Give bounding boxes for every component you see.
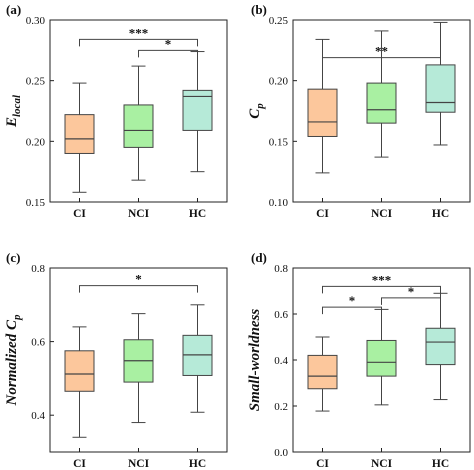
y-tick-label: 0.25 bbox=[269, 15, 289, 27]
iqr-box bbox=[366, 82, 397, 124]
x-tick-label: NCI bbox=[371, 458, 393, 470]
significance-bracket: *** bbox=[322, 272, 441, 294]
bracket-line bbox=[79, 285, 198, 293]
panel-2: (b) 0.10 0.15 0.20 0.25 Cp CI NCI HC ** bbox=[247, 2, 471, 220]
box-ci bbox=[64, 326, 95, 438]
iqr-box bbox=[366, 339, 397, 377]
significance-bracket: * bbox=[381, 284, 441, 305]
significance-label: * bbox=[165, 36, 172, 51]
y-tick-label: 0.8 bbox=[274, 263, 288, 275]
significance-label: *** bbox=[372, 272, 392, 287]
panel-label: (b) bbox=[251, 2, 267, 17]
panel-label: (a) bbox=[6, 2, 21, 17]
iqr-box bbox=[123, 104, 154, 148]
x-tick-label: NCI bbox=[371, 208, 393, 220]
iqr-box bbox=[64, 114, 95, 154]
bracket-line bbox=[79, 38, 198, 47]
y-tick-label: 0.15 bbox=[26, 197, 46, 209]
significance-bracket: * bbox=[322, 293, 382, 315]
y-tick-label: 0.15 bbox=[269, 136, 289, 148]
bracket-line bbox=[322, 306, 382, 315]
box-ci bbox=[64, 82, 95, 193]
y-axis-label: Cp bbox=[247, 103, 266, 119]
y-tick-label: 0.10 bbox=[269, 197, 289, 209]
x-tick-label: CI bbox=[73, 458, 86, 470]
x-tick-label: HC bbox=[432, 208, 449, 220]
significance-label: * bbox=[408, 284, 415, 299]
y-tick-label: 0.30 bbox=[26, 15, 46, 27]
panel-label: (d) bbox=[251, 250, 267, 265]
box-nci bbox=[366, 30, 397, 158]
y-tick-label: 0.2 bbox=[274, 401, 288, 413]
y-tick-label: 0.25 bbox=[26, 76, 46, 88]
iqr-box bbox=[182, 89, 213, 131]
bracket-line bbox=[138, 49, 198, 58]
bracket-line bbox=[322, 285, 441, 294]
x-tick-label: CI bbox=[316, 208, 329, 220]
iqr-box bbox=[425, 327, 456, 366]
significance-label: *** bbox=[129, 25, 149, 40]
iqr-box bbox=[307, 88, 338, 137]
y-tick-label: 0.20 bbox=[26, 136, 46, 148]
y-axis-label: Normalized Cp bbox=[4, 314, 23, 406]
box-nci bbox=[123, 65, 154, 181]
panel-label: (c) bbox=[6, 250, 20, 265]
y-tick-label: 0.4 bbox=[31, 410, 45, 422]
iqr-box bbox=[307, 354, 338, 390]
y-tick-label: 0.4 bbox=[274, 355, 288, 367]
y-axis-label: Elocal bbox=[4, 94, 23, 128]
x-tick-label: CI bbox=[73, 208, 86, 220]
significance-bracket: * bbox=[138, 36, 198, 58]
box-nci bbox=[123, 313, 154, 424]
significance-bracket: ** bbox=[322, 44, 441, 65]
box-ci bbox=[307, 336, 338, 412]
significance-label: * bbox=[135, 272, 142, 287]
x-tick-label: CI bbox=[316, 458, 329, 470]
y-tick-label: 0.6 bbox=[31, 337, 45, 349]
x-tick-label: NCI bbox=[128, 208, 150, 220]
significance-bracket: *** bbox=[79, 25, 198, 47]
y-tick-label: 0.8 bbox=[31, 263, 45, 275]
x-tick-label: HC bbox=[189, 458, 206, 470]
panel-3: (c) 0.4 0.6 0.8 Normalized Cp CI NCI HC * bbox=[4, 250, 228, 470]
x-tick-label: NCI bbox=[128, 458, 150, 470]
y-tick-label: 0.6 bbox=[274, 309, 288, 321]
box-hc bbox=[182, 304, 213, 413]
box-hc bbox=[425, 292, 456, 401]
box-hc bbox=[425, 21, 456, 146]
iqr-box bbox=[64, 350, 95, 392]
significance-label: * bbox=[349, 293, 356, 308]
y-tick-label: 0.0 bbox=[274, 447, 288, 459]
y-axis-label: Small-worldness bbox=[247, 309, 263, 412]
bracket-line bbox=[322, 57, 441, 65]
panel-4: (d) 0.0 0.2 0.4 0.6 0.8 Small-worldness CI NCI HC… bbox=[247, 250, 471, 470]
x-tick-label: HC bbox=[189, 208, 206, 220]
iqr-box bbox=[425, 64, 456, 113]
box-hc bbox=[182, 51, 213, 173]
bracket-line bbox=[381, 297, 441, 305]
significance-label: ** bbox=[375, 44, 388, 59]
significance-bracket: * bbox=[79, 272, 198, 293]
box-nci bbox=[366, 308, 397, 406]
y-tick-label: 0.20 bbox=[269, 76, 289, 88]
x-tick-label: HC bbox=[432, 458, 449, 470]
